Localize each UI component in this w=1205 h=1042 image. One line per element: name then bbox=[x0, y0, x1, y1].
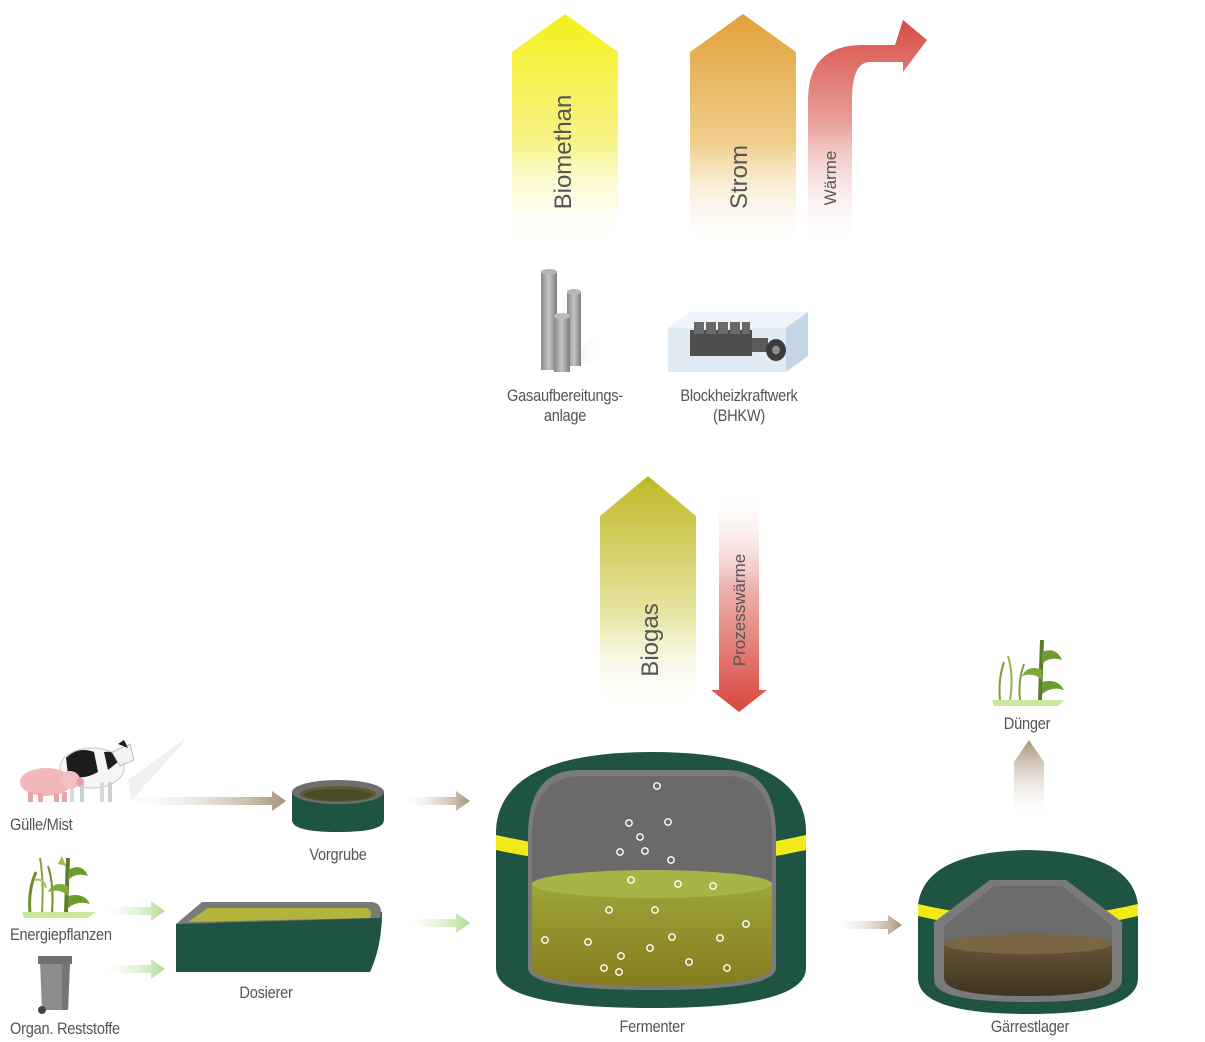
gas-bubble bbox=[605, 906, 613, 914]
pre-pit-label: Vorgrube bbox=[309, 845, 367, 864]
gas-bubble bbox=[723, 964, 731, 972]
pre-pit-tank bbox=[292, 780, 384, 832]
pre-pit-to-fermenter-arrow bbox=[398, 791, 470, 811]
gas-upgrading-label: Gasaufbereitungs- anlage bbox=[492, 386, 638, 426]
gas-bubble bbox=[615, 968, 623, 976]
organic-residues-arrow bbox=[95, 959, 165, 979]
gas-upgrading-label-line1: Gasaufbereitungs- bbox=[507, 386, 623, 405]
manure-arrow bbox=[115, 791, 286, 811]
fertilizer-label: Dünger bbox=[1003, 714, 1051, 733]
biogas-label: Biogas bbox=[637, 603, 664, 676]
gas-bubble bbox=[600, 964, 608, 972]
gas-bubble bbox=[674, 880, 682, 888]
gas-bubble bbox=[617, 952, 625, 960]
chp-unit-icon bbox=[668, 312, 808, 372]
gas-bubble bbox=[646, 944, 654, 952]
fertilizer-arrow bbox=[1014, 740, 1044, 822]
feeder-tank bbox=[176, 902, 382, 972]
gas-bubbles bbox=[541, 782, 750, 976]
chp-label-line2: (BHKW) bbox=[712, 406, 766, 425]
fermenter-to-storage-arrow bbox=[830, 915, 902, 935]
energy-crops-icon bbox=[22, 856, 96, 918]
gas-bubble bbox=[685, 958, 693, 966]
energy-crops-arrow bbox=[95, 901, 165, 921]
feeder-label: Dosierer bbox=[239, 983, 293, 1002]
chp-label: Blockheizkraftwerk (BHKW) bbox=[666, 386, 812, 426]
gas-bubble bbox=[709, 882, 717, 890]
gas-bubble bbox=[616, 848, 624, 856]
fertilized-crops-icon bbox=[992, 639, 1064, 706]
digestate-storage-label: Gärrestlager bbox=[990, 1017, 1070, 1036]
waerme-label: Wärme bbox=[821, 151, 840, 206]
gas-bubble bbox=[651, 906, 659, 914]
digestate-storage-tank bbox=[918, 850, 1138, 1014]
chp-label-line1: Blockheizkraftwerk bbox=[680, 386, 798, 405]
gas-upgrading-label-line2: anlage bbox=[543, 406, 587, 425]
feeder-to-fermenter-arrow bbox=[398, 913, 470, 933]
organic-residues-label: Organ. Reststoffe bbox=[10, 1019, 120, 1038]
gas-bubble bbox=[653, 782, 661, 790]
energy-crops-label: Energiepflanzen bbox=[10, 925, 112, 944]
waste-bin-icon bbox=[38, 956, 72, 1014]
biomethan-label: Biomethan bbox=[550, 95, 577, 210]
strom-label: Strom bbox=[726, 145, 753, 209]
gas-bubble bbox=[636, 833, 644, 841]
strom-arrow bbox=[690, 14, 796, 250]
gas-bubble bbox=[667, 856, 675, 864]
gas-upgrading-plant-icon bbox=[541, 269, 612, 372]
gas-bubble bbox=[716, 934, 724, 942]
gas-bubble bbox=[584, 938, 592, 946]
gas-bubble bbox=[742, 920, 750, 928]
manure-label: Gülle/Mist bbox=[10, 815, 73, 834]
waerme-arrow bbox=[808, 20, 927, 250]
fermenter-label: Fermenter bbox=[619, 1017, 685, 1036]
biogas-arrow bbox=[600, 476, 696, 712]
gas-bubble bbox=[641, 847, 649, 855]
gas-bubble bbox=[541, 936, 549, 944]
prozesswaerme-label: Prozesswärme bbox=[730, 554, 749, 666]
gas-bubble bbox=[664, 818, 672, 826]
prozesswaerme-arrow bbox=[711, 486, 767, 712]
gas-bubble bbox=[627, 876, 635, 884]
gas-bubble bbox=[625, 819, 633, 827]
livestock-icon bbox=[20, 738, 186, 802]
gas-bubble bbox=[668, 933, 676, 941]
fermenter-tank bbox=[496, 752, 806, 1008]
biomethan-arrow bbox=[512, 14, 618, 250]
